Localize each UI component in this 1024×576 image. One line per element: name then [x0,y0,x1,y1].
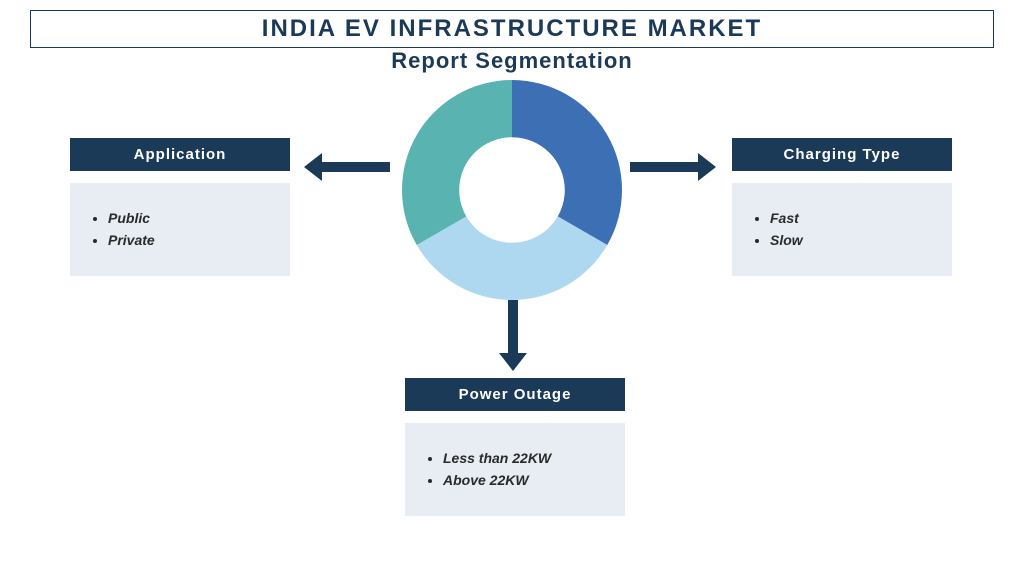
item-list: Less than 22KWAbove 22KW [423,447,607,492]
list-item: Slow [770,229,934,251]
list-item: Fast [770,207,934,229]
item-list: PublicPrivate [88,207,272,252]
arrow-left-icon [320,162,390,172]
card-body: Less than 22KWAbove 22KW [405,423,625,516]
list-item: Private [108,229,272,251]
segment-card-application: Application PublicPrivate [70,138,290,276]
donut-chart [402,80,622,300]
segment-card-charging-type: Charging Type FastSlow [732,138,952,276]
title-bar: INDIA EV INFRASTRUCTURE MARKET [30,10,994,48]
list-item: Less than 22KW [443,447,607,469]
card-header: Application [70,138,290,171]
card-header: Power Outage [405,378,625,411]
card-body: PublicPrivate [70,183,290,276]
card-header: Charging Type [732,138,952,171]
donut-hole [459,137,565,243]
arrow-right-icon [630,162,700,172]
item-list: FastSlow [750,207,934,252]
page-subtitle: Report Segmentation [0,48,1024,74]
list-item: Public [108,207,272,229]
arrow-down-icon [508,300,518,355]
list-item: Above 22KW [443,469,607,491]
page-title: INDIA EV INFRASTRUCTURE MARKET [31,15,993,43]
donut-svg [402,80,622,300]
card-body: FastSlow [732,183,952,276]
segment-card-power-outage: Power Outage Less than 22KWAbove 22KW [405,378,625,516]
